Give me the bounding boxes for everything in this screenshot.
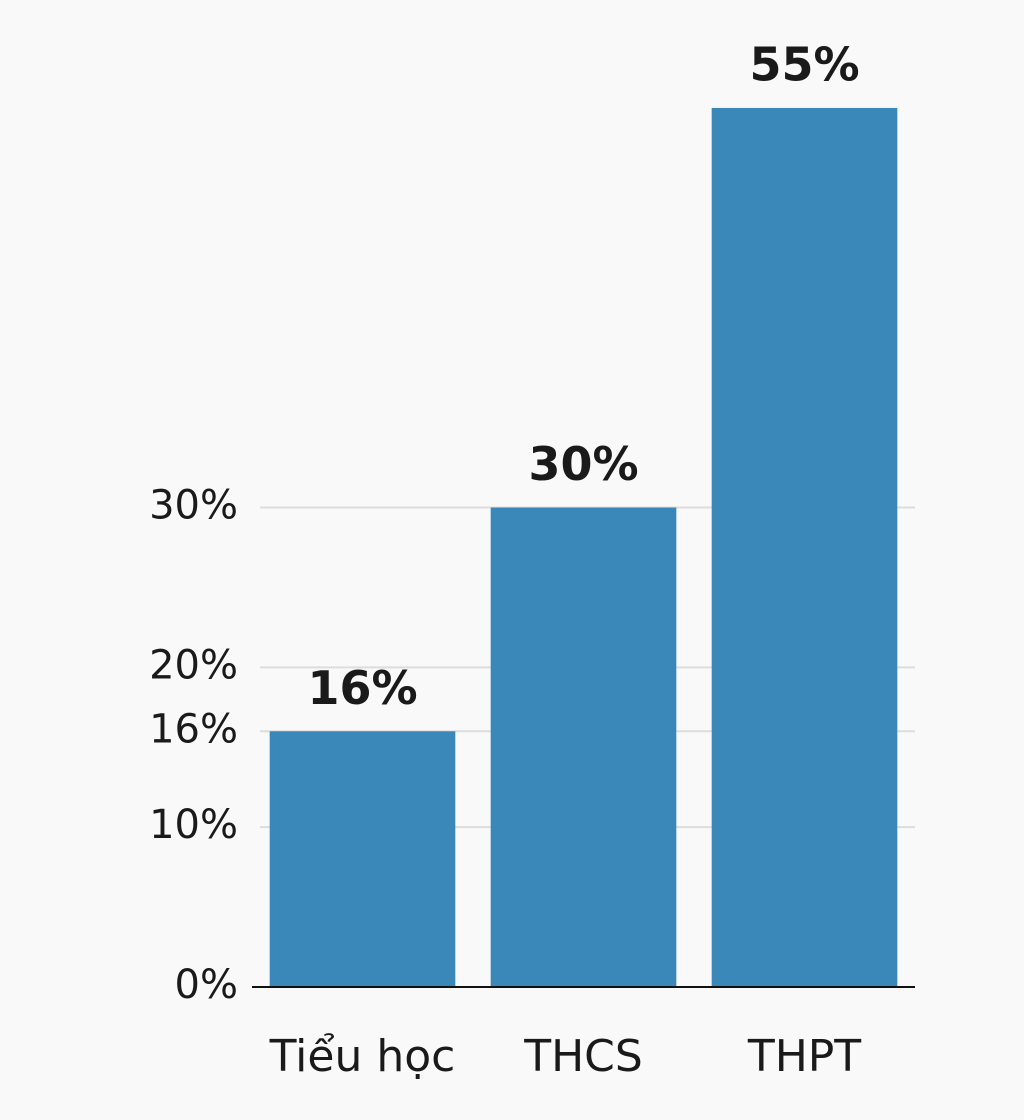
value-label: 16%: [307, 661, 417, 715]
y-tick-label: 0%: [175, 962, 238, 1008]
bar: [490, 507, 677, 987]
y-tick-label: 10%: [149, 802, 238, 848]
y-tick-label: 20%: [149, 642, 238, 688]
y-tick-label: 30%: [149, 483, 238, 529]
bar: [269, 731, 456, 987]
x-tick-label: THCS: [523, 1031, 643, 1082]
value-label: 55%: [749, 37, 859, 91]
value-label: 30%: [528, 437, 638, 491]
y-tick-label: 16%: [149, 706, 238, 752]
bar: [711, 107, 898, 988]
x-tick-label: Tiểu học: [269, 1031, 456, 1082]
x-tick-label: THPT: [747, 1031, 861, 1082]
